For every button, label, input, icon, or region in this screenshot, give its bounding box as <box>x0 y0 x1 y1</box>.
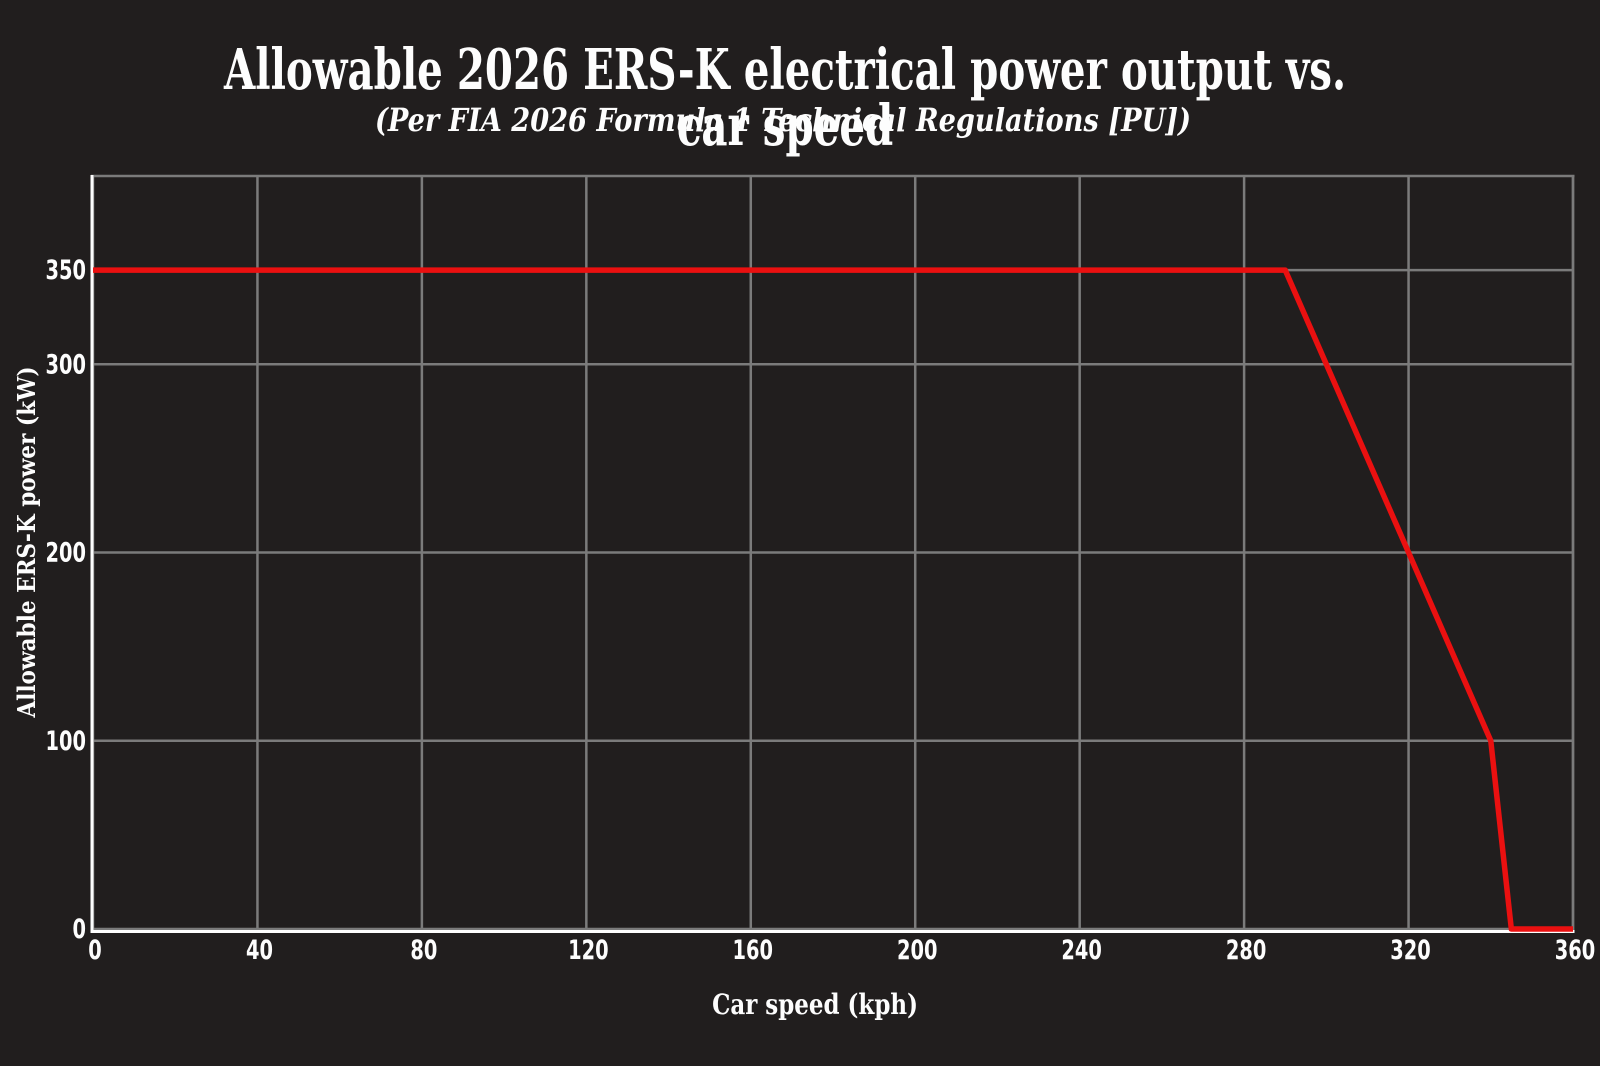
x-tick-label: 120 <box>568 935 609 966</box>
y-tick-label: 300 <box>46 349 87 380</box>
x-tick-label: 160 <box>733 935 774 966</box>
x-tick-label: 40 <box>246 935 273 966</box>
y-tick-label: 350 <box>46 255 87 286</box>
x-tick-label: 360 <box>1555 935 1596 966</box>
x-tick-label: 240 <box>1061 935 1102 966</box>
x-tick-label: 320 <box>1390 935 1431 966</box>
y-axis-label: Allowable ERS-K power (kW) <box>12 366 41 718</box>
series-line <box>93 267 1573 932</box>
x-tick-label: 80 <box>410 935 437 966</box>
x-tick-label: 280 <box>1226 935 1267 966</box>
y-tick-label: 200 <box>46 538 87 569</box>
x-tick-label: 200 <box>897 935 938 966</box>
x-axis-label: Car speed (kph) <box>712 988 918 1021</box>
y-tick-label: 100 <box>46 726 87 757</box>
chart-subtitle: (Per FIA 2026 Formula 1 Technical Regula… <box>374 101 1192 139</box>
chart-title: Allowable 2026 ERS-K electrical power ou… <box>223 37 1347 159</box>
x-tick-label: 0 <box>88 935 102 966</box>
y-tick-label: 0 <box>73 914 87 945</box>
